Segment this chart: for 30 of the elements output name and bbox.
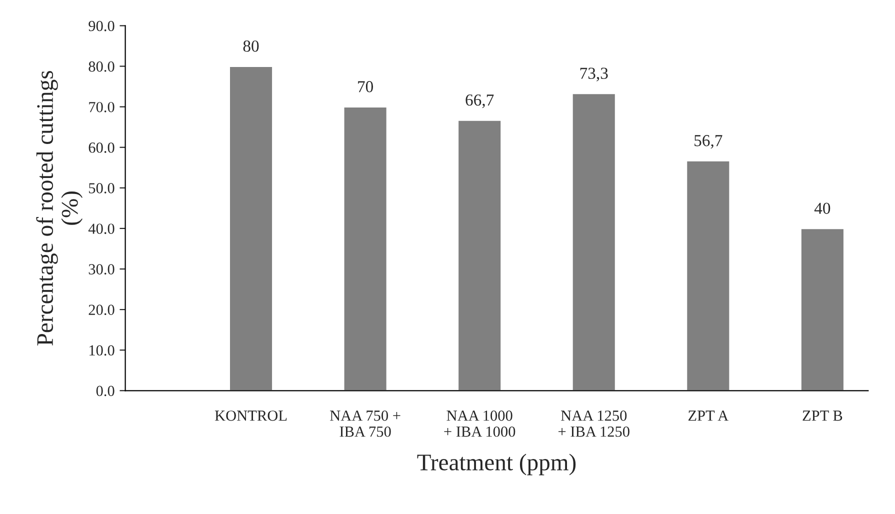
x-tick-label: ZPT A xyxy=(688,410,728,421)
data-label: 73,3 xyxy=(580,68,608,82)
y-tick-label: 90.0 xyxy=(88,20,114,32)
y-tick-label: 10.0 xyxy=(89,345,114,356)
bar xyxy=(228,66,274,391)
y-axis-title: Percentage of rooted cuttings (%) xyxy=(36,71,83,346)
x-tick-label: ZPT B xyxy=(802,410,842,421)
y-tick-label: 80.0 xyxy=(88,61,114,72)
x-tick-label: NAA 1000 + IBA 1000 xyxy=(444,410,516,437)
bar xyxy=(457,119,502,391)
x-tick-label: NAA 1250 + IBA 1250 xyxy=(558,410,630,437)
data-label: 70 xyxy=(358,81,373,92)
data-label: 66,7 xyxy=(466,94,494,108)
data-label: 40 xyxy=(814,202,830,214)
y-tick-label: 40.0 xyxy=(88,224,114,234)
y-tick-label: 60.0 xyxy=(88,142,114,153)
bar xyxy=(571,92,616,391)
y-tick-label: 20.0 xyxy=(88,304,114,316)
x-axis-title: Treatment (ppm) xyxy=(417,454,576,476)
x-tick-label: NAA 750 + IBA 750 xyxy=(330,410,400,437)
y-tick-label: 50.0 xyxy=(89,183,114,194)
y-tick-label: 70.0 xyxy=(89,102,114,112)
y-tick-label: 30.0 xyxy=(88,264,114,275)
data-label: 80 xyxy=(243,40,259,52)
bar xyxy=(686,160,731,391)
y-tick-label: 0.0 xyxy=(96,386,114,396)
bar xyxy=(342,106,388,391)
bar xyxy=(800,228,845,391)
data-label: 56,7 xyxy=(694,135,722,149)
x-tick-label: KONTROL xyxy=(214,410,287,421)
